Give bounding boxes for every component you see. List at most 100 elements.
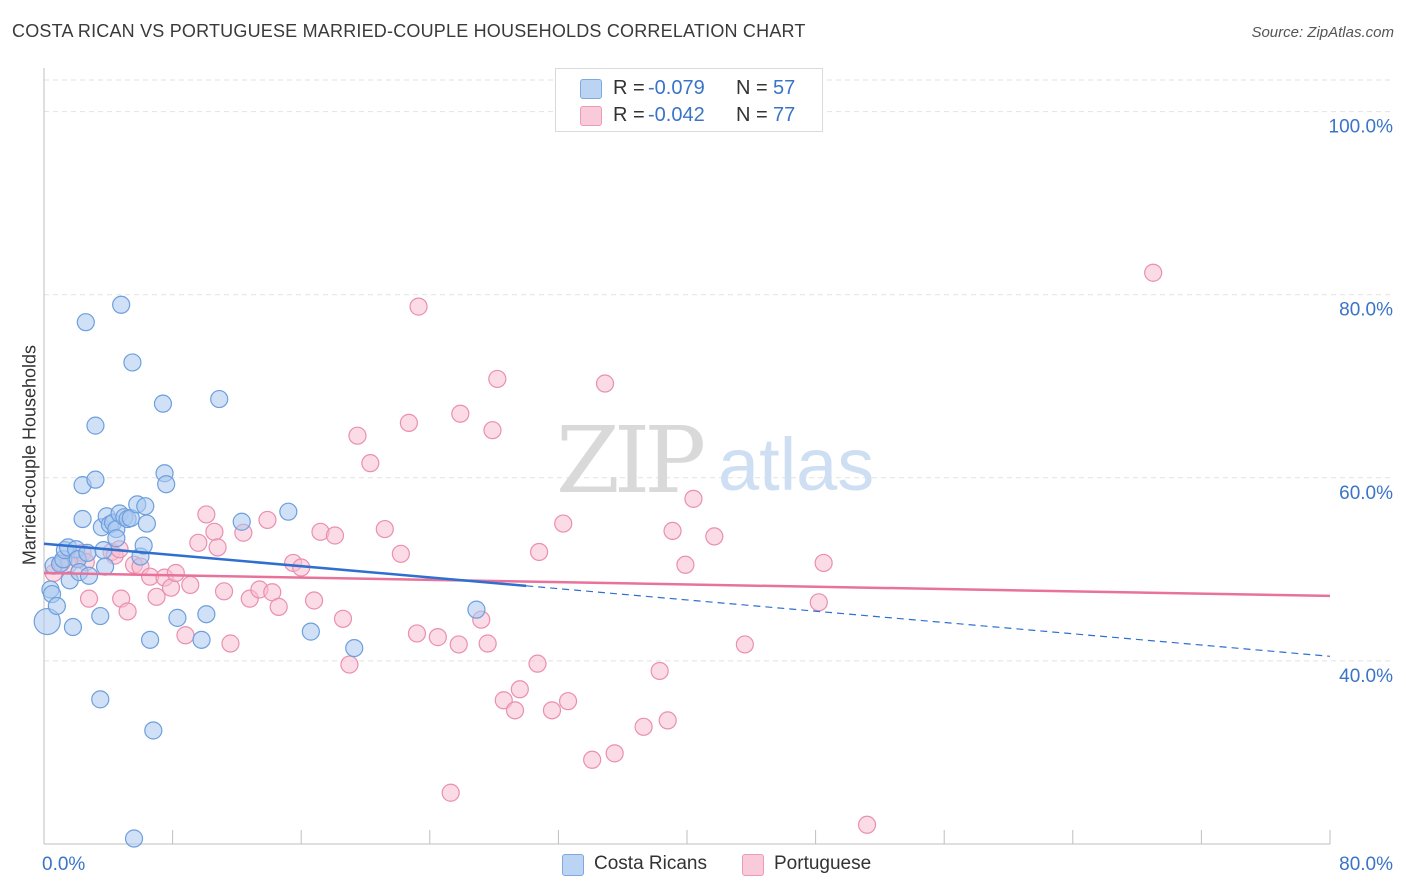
portuguese-point — [510, 680, 529, 699]
costa-rican-point — [86, 416, 105, 435]
costa-rican-point — [144, 721, 163, 740]
costa-rican-point — [137, 514, 156, 533]
watermark-atlas: atlas — [718, 423, 874, 506]
legend-row-costa-ricans: R = -0.079 N = 57 — [556, 75, 822, 101]
costa-rican-point — [157, 475, 176, 494]
portuguese-point — [340, 655, 359, 674]
bottom-legend-label: Costa Ricans — [594, 853, 707, 874]
portuguese-point — [118, 602, 137, 621]
costa-rican-point — [79, 566, 99, 585]
y-tick-label: 60.0% — [1339, 483, 1393, 504]
portuguese-point — [399, 413, 419, 432]
costa-rican-point — [279, 502, 298, 521]
portuguese-point — [258, 510, 277, 530]
portuguese-point — [505, 701, 525, 720]
portuguese-point — [735, 635, 754, 654]
portuguese-trend-line — [43, 571, 1331, 598]
legend-n-value: 77 — [773, 104, 796, 126]
portuguese-point — [634, 717, 653, 736]
costa-rican-point — [91, 690, 110, 709]
portuguese-point — [857, 815, 877, 834]
legend-r-value: -0.079 — [648, 77, 705, 99]
bottom-legend-swatch-blue — [562, 854, 584, 876]
portuguese-point — [809, 593, 828, 612]
legend-n-label: N = — [736, 77, 768, 99]
legend-n-value: 57 — [773, 77, 796, 99]
costa-rican-point — [140, 630, 160, 649]
costa-rican-point — [192, 630, 211, 649]
costa-rican-point — [345, 638, 364, 658]
portuguese-point — [304, 591, 324, 610]
portuguese-point — [650, 661, 669, 681]
costa-rican-point — [197, 605, 216, 624]
portuguese-point — [528, 654, 547, 673]
portuguese-point — [449, 635, 468, 654]
costa-rican-point — [47, 596, 66, 616]
bottom-legend-swatch-pink — [742, 854, 764, 876]
portuguese-point — [325, 526, 345, 545]
portuguese-point — [676, 555, 695, 574]
costa-rican-point — [76, 313, 95, 332]
costa-rican-point — [134, 536, 153, 555]
watermark-zip: ZIP — [556, 407, 703, 514]
y-tick-label: 100.0% — [1329, 117, 1394, 138]
legend-r-label: R = — [613, 104, 645, 126]
portuguese-point — [361, 454, 380, 473]
portuguese-point — [409, 297, 428, 316]
portuguese-point — [483, 421, 502, 440]
legend-row-portuguese: R = -0.042 N = 77 — [556, 102, 822, 128]
portuguese-point — [705, 527, 724, 546]
y-tick-label: 40.0% — [1339, 666, 1393, 687]
portuguese-point — [441, 783, 460, 802]
portuguese-point — [488, 369, 507, 389]
costa-rican-point — [107, 529, 126, 548]
portuguese-point — [181, 575, 200, 595]
portuguese-point — [375, 519, 394, 539]
source-label: Source: ZipAtlas.com — [1251, 24, 1394, 41]
portuguese-point — [407, 624, 427, 643]
legend-n-label: N = — [736, 104, 768, 126]
costa-rican-trend-line — [43, 542, 527, 588]
costa-rican-point — [467, 600, 486, 619]
portuguese-point — [595, 374, 615, 393]
portuguese-point — [348, 426, 367, 445]
portuguese-point — [530, 542, 549, 562]
legend-r-value: -0.042 — [648, 104, 705, 126]
portuguese-point — [269, 597, 288, 616]
portuguese-point — [176, 626, 195, 645]
portuguese-point — [205, 522, 224, 541]
portuguese-point — [814, 553, 833, 573]
data-points — [33, 263, 1163, 848]
portuguese-point — [214, 582, 234, 601]
costa-rican-point — [136, 497, 155, 516]
portuguese-point — [542, 701, 562, 720]
costa-rican-point — [91, 606, 110, 626]
costa-rican-point — [95, 557, 115, 576]
portuguese-point — [79, 589, 99, 608]
y-tick-label: 80.0% — [1339, 300, 1393, 321]
costa-rican-point — [73, 509, 92, 529]
bottom-legend-label: Portuguese — [774, 853, 872, 874]
portuguese-point — [583, 750, 602, 769]
portuguese-point — [494, 691, 513, 710]
portuguese-point — [333, 609, 353, 628]
portuguese-point — [391, 544, 410, 563]
portuguese-point — [221, 634, 240, 653]
watermark: ZIP atlas — [556, 407, 874, 514]
costa-rican-point — [301, 622, 320, 641]
portuguese-point — [558, 692, 578, 711]
portuguese-point — [189, 533, 208, 552]
costa-rican-trend-extension — [526, 585, 1331, 657]
costa-rican-point — [124, 829, 144, 848]
correlation-legend: R = -0.079 N = 57 R = -0.042 N = 77 — [555, 68, 823, 132]
x-tick-label-min: 0.0% — [42, 854, 85, 875]
portuguese-point — [554, 514, 573, 533]
portuguese-point — [663, 521, 682, 541]
axes — [43, 68, 1331, 845]
portuguese-point — [428, 628, 447, 647]
portuguese-point — [197, 505, 216, 524]
portuguese-point — [478, 634, 497, 653]
costa-rican-point — [86, 470, 105, 489]
costa-rican-point — [63, 617, 83, 637]
